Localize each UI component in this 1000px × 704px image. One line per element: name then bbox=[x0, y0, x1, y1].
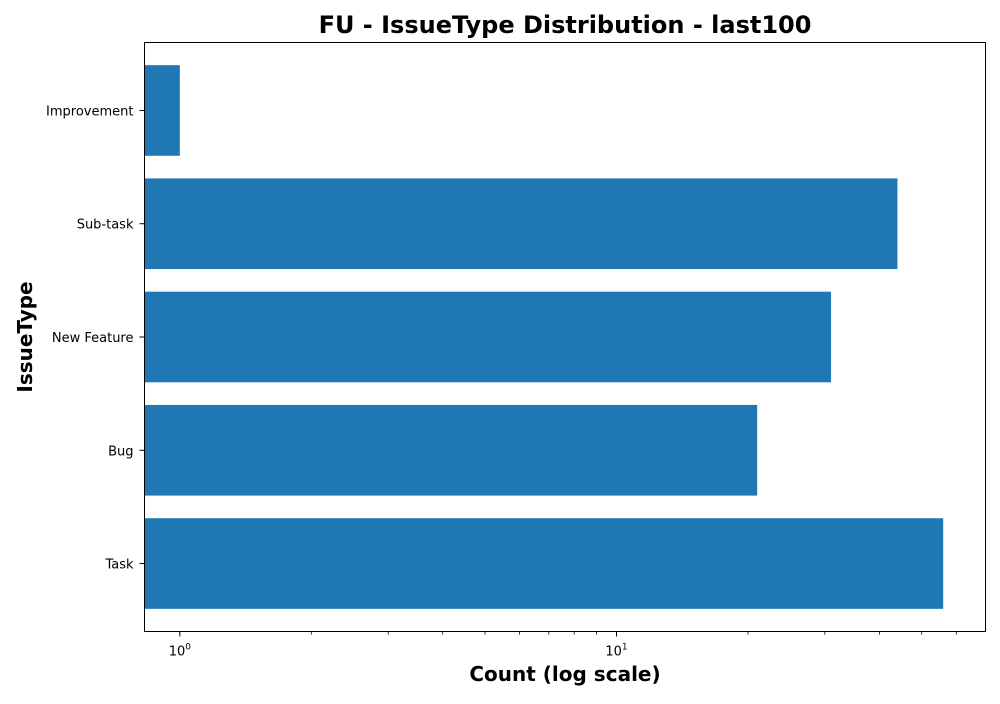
bars-layer bbox=[144, 65, 944, 609]
y-axis-ticks: Task Bug New Feature Sub-task Improvement bbox=[46, 104, 145, 573]
y-tick-label: Bug bbox=[108, 444, 133, 459]
bar bbox=[144, 178, 898, 270]
bar bbox=[144, 291, 832, 383]
y-tick-label: Improvement bbox=[46, 104, 133, 119]
bar bbox=[144, 518, 944, 609]
x-tick-label: 100 bbox=[169, 643, 192, 660]
x-axis-ticks: 100 101 bbox=[169, 631, 957, 660]
y-axis-label: IssueType bbox=[13, 281, 37, 392]
plot-frame bbox=[144, 42, 986, 632]
y-tick-label: Task bbox=[104, 558, 134, 573]
y-tick-label: New Feature bbox=[52, 331, 134, 346]
bar bbox=[144, 404, 758, 496]
x-axis-label: Count (log scale) bbox=[469, 662, 660, 686]
y-tick-label: Sub-task bbox=[77, 218, 134, 233]
x-tick-label: 101 bbox=[605, 643, 627, 660]
bar bbox=[144, 65, 180, 156]
chart-title: FU - IssueType Distribution - last100 bbox=[319, 11, 812, 39]
